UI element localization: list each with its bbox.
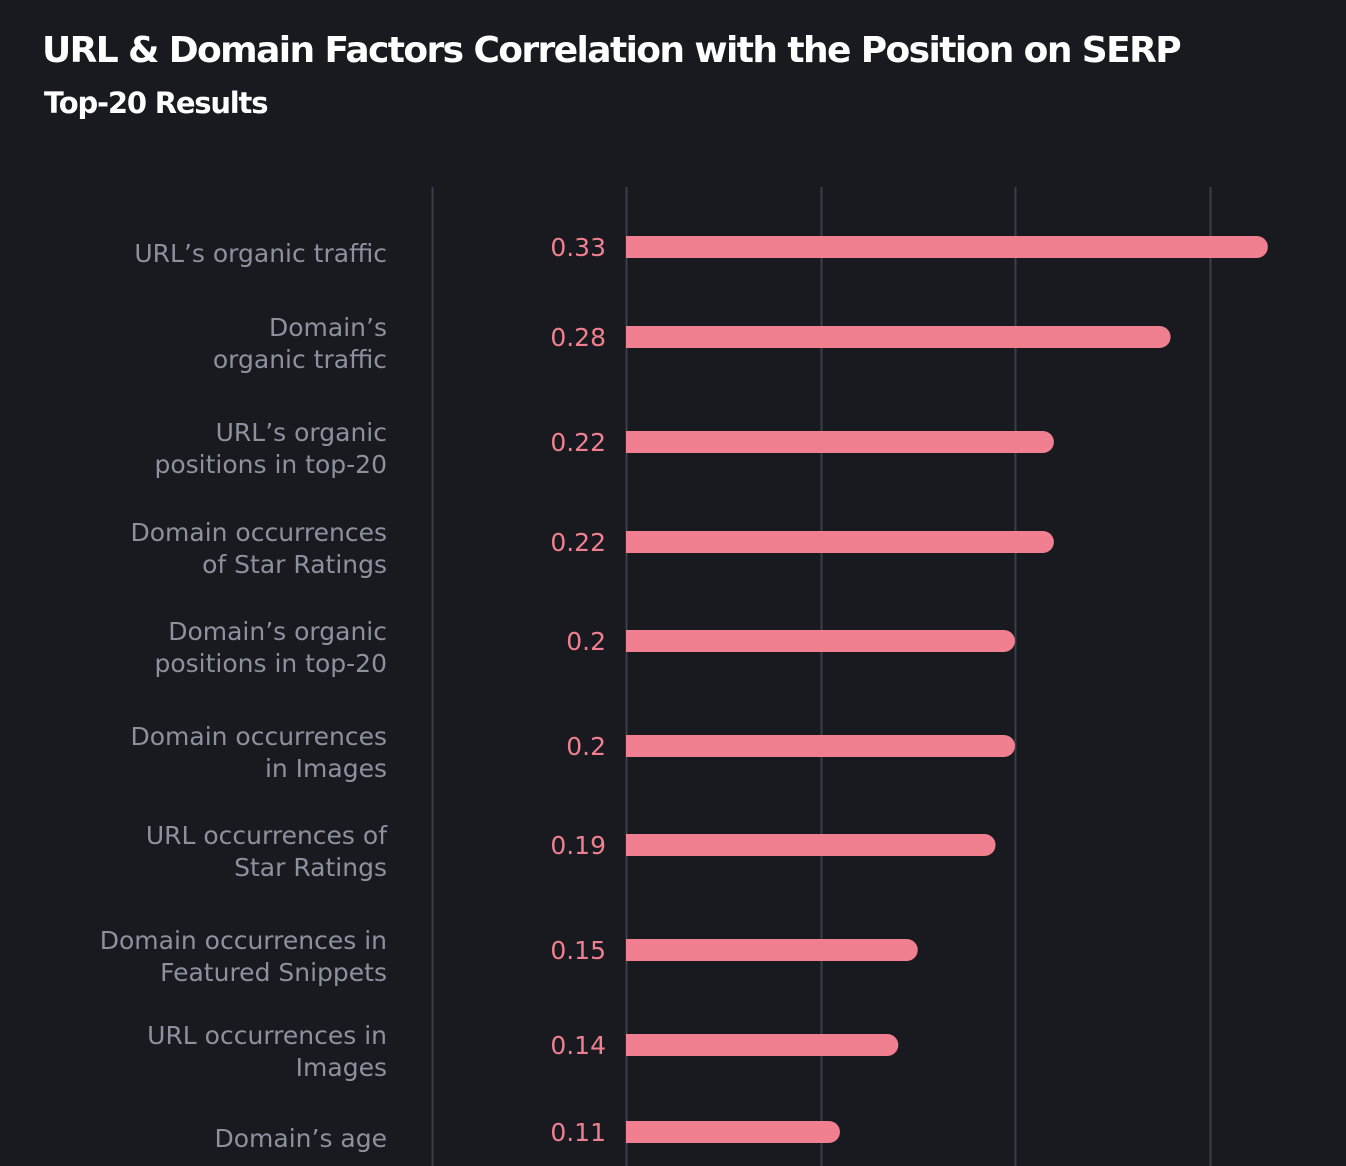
bar-7 [626, 939, 918, 961]
category-label-4-line-1: positions in top-20 [154, 649, 387, 678]
value-label-1: 0.28 [550, 323, 606, 352]
value-label-5: 0.2 [566, 732, 606, 761]
bar-6 [626, 834, 996, 856]
category-label-3-line-0: Domain occurrences [130, 518, 387, 547]
category-label-0: URL’s organic traffic [134, 239, 387, 268]
value-label-3: 0.22 [550, 528, 606, 557]
category-label-7-line-0: Domain occurrences in [100, 926, 387, 955]
category-label-9: Domain’s age [215, 1124, 388, 1153]
category-label-4-line-0: Domain’s organic [168, 617, 387, 646]
category-label-8-line-1: Images [296, 1053, 387, 1082]
chart-title: URL & Domain Factors Correlation with th… [42, 30, 1182, 71]
category-label-6-line-1: Star Ratings [234, 853, 387, 882]
bar-9 [626, 1121, 840, 1143]
value-label-8: 0.14 [550, 1031, 606, 1060]
category-label-1-line-0: Domain’s [269, 313, 387, 342]
category-label-2-line-1: positions in top-20 [154, 450, 387, 479]
category-label-8-line-0: URL occurrences in [147, 1021, 387, 1050]
bar-8 [626, 1034, 899, 1056]
category-label-3-line-1: of Star Ratings [202, 550, 387, 579]
bar-5 [626, 735, 1015, 757]
value-label-4: 0.2 [566, 627, 606, 656]
category-label-7-line-1: Featured Snippets [160, 958, 387, 987]
bar-0 [626, 236, 1268, 258]
value-label-9: 0.11 [550, 1118, 606, 1147]
bar-3 [626, 531, 1054, 553]
chart-subtitle: Top-20 Results [44, 86, 268, 120]
category-label-2-line-0: URL’s organic [216, 418, 387, 447]
value-label-7: 0.15 [550, 936, 606, 965]
bar-4 [626, 630, 1015, 652]
bar-2 [626, 431, 1054, 453]
category-label-1-line-1: organic traffic [213, 345, 387, 374]
bar-1 [626, 326, 1171, 348]
value-label-2: 0.22 [550, 428, 606, 457]
category-label-5-line-0: Domain occurrences [130, 722, 387, 751]
value-label-6: 0.19 [550, 831, 606, 860]
category-label-6-line-0: URL occurrences of [146, 821, 388, 850]
category-label-5-line-1: in Images [265, 754, 387, 783]
value-label-0: 0.33 [550, 233, 606, 262]
